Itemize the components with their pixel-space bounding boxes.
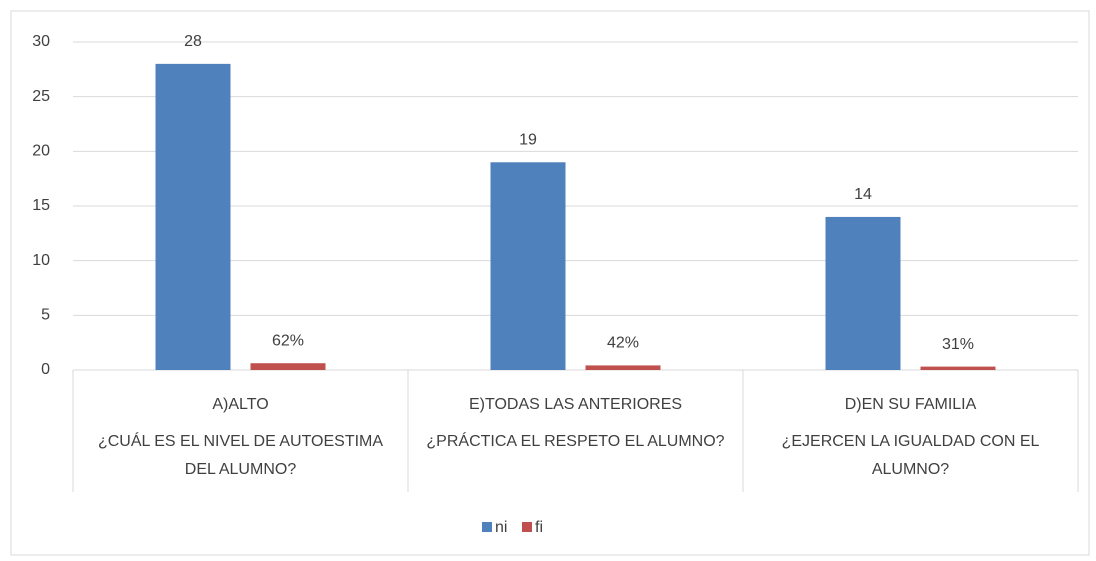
category-group-label: ¿CUÁL ES EL NIVEL DE AUTOESTIMA DEL ALUM… <box>97 433 384 478</box>
data-label: 28 <box>184 33 202 50</box>
y-tick-label: 25 <box>32 88 50 105</box>
x-tick-label: E)TODAS LAS ANTERIORES <box>469 396 682 413</box>
data-label: 19 <box>519 131 537 148</box>
y-tick-label: 20 <box>32 143 50 160</box>
bar <box>585 365 661 370</box>
legend-swatch <box>522 522 532 532</box>
data-label: 62% <box>272 332 304 349</box>
y-tick-label: 10 <box>32 252 50 269</box>
category-group-label: ¿EJERCEN LA IGUALDAD CON EL ALUMNO? <box>781 433 1040 478</box>
x-tick-label: D)EN SU FAMILIA <box>845 396 977 413</box>
chart-border <box>10 10 1090 556</box>
bar <box>490 162 566 370</box>
legend-label: ni <box>495 519 507 536</box>
data-label: 31% <box>942 336 974 353</box>
y-tick-label: 0 <box>41 361 50 378</box>
bar <box>825 216 901 370</box>
legend-swatch <box>482 522 492 532</box>
data-label: 42% <box>607 335 639 352</box>
data-label: 14 <box>854 186 872 203</box>
bar <box>250 363 326 370</box>
y-tick-label: 30 <box>32 33 50 50</box>
y-tick-label: 15 <box>32 197 50 214</box>
legend-label: fi <box>535 519 543 536</box>
category-group-label: ¿PRÁCTICA EL RESPETO EL ALUMNO? <box>426 433 725 450</box>
bar <box>155 63 231 370</box>
y-tick-label: 5 <box>41 307 50 324</box>
bar <box>920 366 996 370</box>
x-tick-label: A)ALTO <box>212 396 268 413</box>
